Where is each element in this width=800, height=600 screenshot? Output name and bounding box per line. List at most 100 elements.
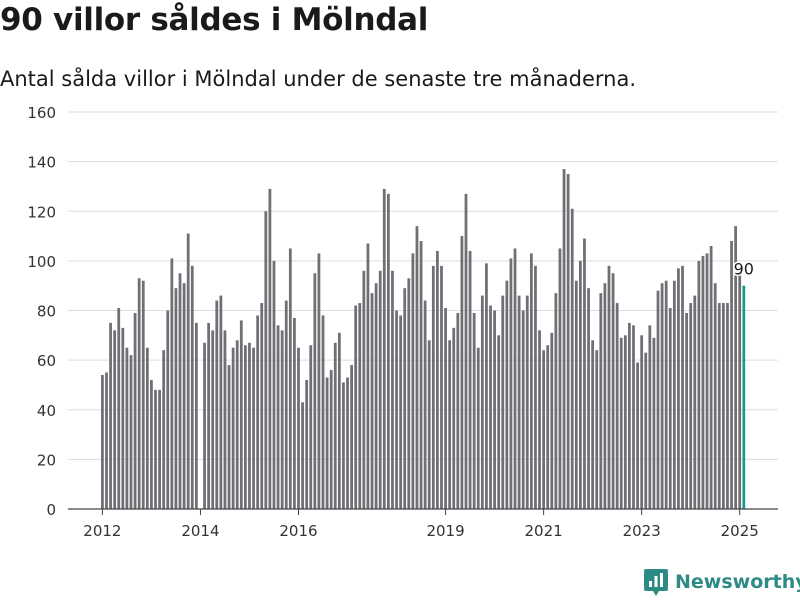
bar (689, 303, 693, 509)
bar (517, 295, 521, 509)
bar (317, 253, 321, 509)
bars (101, 169, 746, 510)
bar (693, 295, 697, 509)
bar (558, 248, 562, 509)
bar (293, 317, 296, 509)
bar (223, 330, 227, 509)
bar (709, 245, 713, 510)
bar (468, 250, 472, 509)
bar (436, 250, 439, 509)
y-tick-label: 120 (27, 203, 56, 221)
bar (297, 347, 300, 509)
x-tick-label: 2025 (721, 522, 759, 540)
bar (501, 295, 505, 509)
bar (570, 208, 574, 510)
bar (374, 283, 378, 509)
bar (231, 347, 235, 509)
bar (342, 382, 345, 509)
bar (276, 325, 280, 509)
bar (215, 300, 219, 509)
bar (615, 303, 619, 509)
bar (489, 305, 492, 509)
bar (419, 241, 423, 509)
chart-subtitle: Antal sålda villor i Mölndal under de se… (0, 67, 637, 91)
newsworthy-logo[interactable]: Newsworthy (644, 566, 800, 598)
bar (321, 315, 325, 509)
bar (648, 325, 652, 509)
bar (411, 253, 415, 509)
bar (256, 315, 260, 509)
bar (640, 335, 644, 509)
bar (587, 288, 590, 509)
bar (194, 322, 198, 509)
bar (219, 295, 223, 509)
bar (460, 236, 464, 509)
bar (313, 273, 317, 509)
bar (574, 280, 578, 509)
bar (141, 280, 145, 509)
bar (664, 280, 668, 509)
bar (476, 347, 480, 509)
y-tick-label: 60 (37, 352, 56, 370)
bar (721, 303, 725, 509)
bar (329, 370, 333, 509)
bar (133, 312, 137, 509)
bar (636, 362, 639, 509)
bar (227, 365, 231, 509)
bar (534, 265, 537, 509)
bar (431, 265, 435, 509)
bar (685, 312, 688, 509)
bar (681, 265, 684, 509)
bar (337, 332, 341, 509)
bar (190, 265, 194, 509)
bar (603, 283, 607, 509)
bar (599, 293, 603, 509)
gridlines (68, 111, 778, 460)
bar (101, 375, 104, 509)
bar (325, 377, 329, 509)
x-tick-label: 2016 (279, 522, 317, 540)
bar (583, 238, 586, 509)
bar (145, 347, 149, 509)
bar (378, 270, 382, 509)
bar (542, 350, 546, 509)
bar (182, 283, 186, 509)
x-axis-ticks: 2012 2014 2016 2019 2021 2023 2025 (83, 509, 759, 540)
bar (444, 308, 447, 509)
bar (513, 248, 517, 509)
bar (456, 312, 460, 509)
bar (632, 325, 635, 509)
bar (493, 310, 496, 509)
bar (366, 243, 370, 509)
bar (619, 337, 623, 509)
bar (350, 365, 353, 509)
bar (186, 233, 190, 510)
y-tick-label: 80 (37, 303, 56, 321)
bar (170, 258, 174, 509)
y-tick-label: 0 (46, 501, 56, 519)
bar (505, 280, 509, 509)
y-tick-label: 20 (37, 451, 56, 469)
x-tick-label: 2021 (525, 522, 563, 540)
bar (252, 347, 255, 509)
bar (595, 350, 599, 509)
y-tick-label: 40 (37, 402, 56, 420)
bar (207, 322, 211, 509)
bar (121, 327, 125, 509)
bar (272, 260, 276, 509)
bar (243, 345, 247, 509)
bar (158, 389, 161, 509)
bar (117, 308, 121, 509)
bar (485, 263, 488, 509)
chart-title: 90 villor såldes i Mölndal (0, 2, 429, 38)
x-tick-label: 2019 (426, 522, 464, 540)
bar (607, 265, 611, 509)
bar (370, 293, 374, 509)
bar (668, 308, 672, 509)
bar (464, 193, 468, 509)
y-tick-label: 140 (27, 154, 56, 172)
bar (403, 288, 407, 509)
data-labels: 90 (732, 258, 755, 280)
bar (452, 327, 456, 509)
